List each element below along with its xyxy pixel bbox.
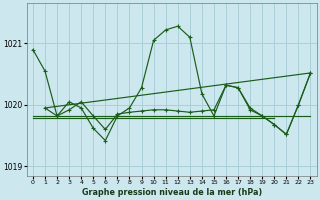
X-axis label: Graphe pression niveau de la mer (hPa): Graphe pression niveau de la mer (hPa) [82,188,262,197]
